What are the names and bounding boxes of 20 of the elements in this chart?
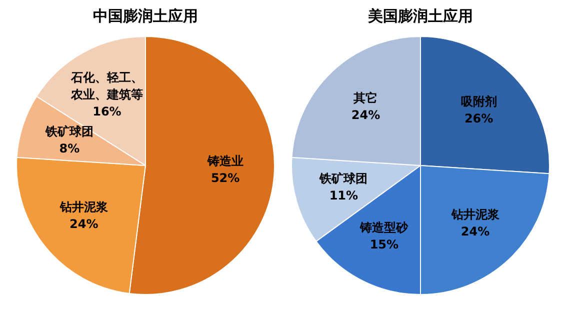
slice-label: 吸附剂 xyxy=(460,94,497,108)
data-label: 11% xyxy=(329,188,358,202)
chart-title: 美国膨润土应用 xyxy=(367,6,473,25)
data-label: 52% xyxy=(210,171,240,186)
data-label: 8% xyxy=(59,141,80,156)
data-label: 24% xyxy=(460,224,490,238)
slice-label: 铁矿球团 xyxy=(318,171,368,186)
data-label: 24% xyxy=(70,217,98,232)
data-label: 26% xyxy=(464,111,494,126)
slice-label: 钻井泥浆 xyxy=(58,200,108,214)
slice-label: 铸造业 xyxy=(206,154,244,168)
data-label: 15% xyxy=(370,237,399,252)
slice-label: 铁矿球团 xyxy=(44,124,94,138)
slice-label: 石化、轻工、农业、建筑等 xyxy=(70,70,143,102)
slice-label: 铸造型砂 xyxy=(359,220,410,234)
slice-label: 钻井泥浆 xyxy=(450,207,500,222)
slice-label: 其它 xyxy=(352,90,378,105)
data-label: 16% xyxy=(92,104,122,119)
chart-title: 中国膨润土应用 xyxy=(93,6,198,25)
data-label: 24% xyxy=(351,108,380,122)
